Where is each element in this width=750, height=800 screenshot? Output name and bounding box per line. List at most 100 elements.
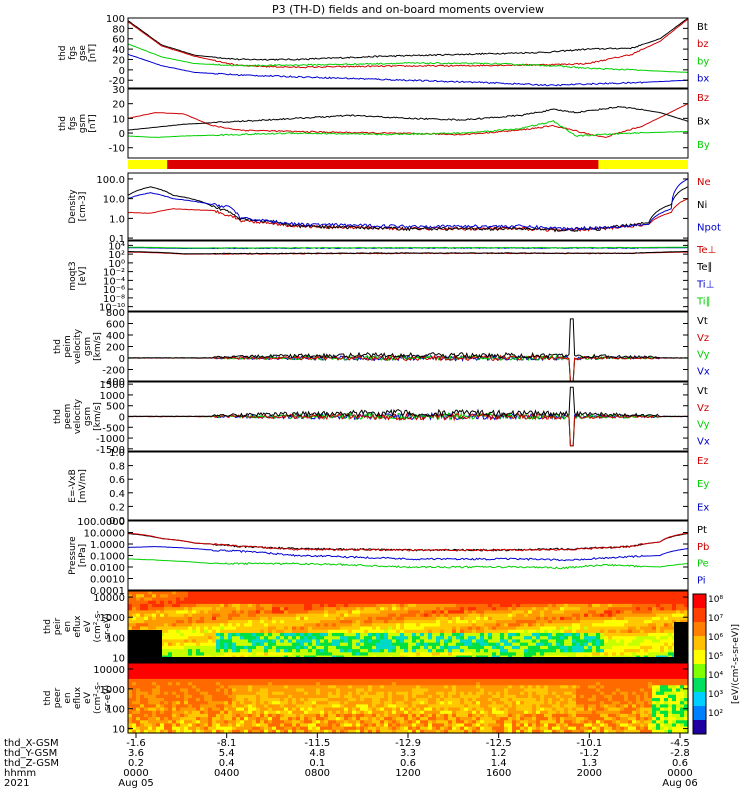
heatmap-cell	[548, 594, 553, 599]
heatmap-cell	[344, 626, 349, 631]
heatmap-cell	[320, 616, 325, 621]
heatmap-cell	[216, 698, 221, 702]
heatmap-cell	[684, 594, 689, 599]
heatmap-cell	[364, 694, 369, 699]
heatmap-cell	[308, 649, 313, 653]
heatmap-cell	[224, 626, 229, 631]
heatmap-cell	[604, 591, 609, 595]
heatmap-cell	[172, 717, 177, 721]
heatmap-cell	[188, 591, 193, 595]
heatmap-cell	[216, 717, 221, 721]
heatmap-cell	[192, 600, 197, 605]
heatmap-cell	[204, 694, 209, 699]
heatmap-cell	[612, 649, 617, 653]
heatmap-cell	[204, 701, 209, 705]
heatmap-cell	[312, 669, 317, 674]
heatmap-cell	[464, 629, 469, 634]
heatmap-cell	[304, 669, 309, 674]
heatmap-cell	[352, 729, 357, 734]
heatmap-cell	[224, 636, 229, 641]
heatmap-cell	[156, 613, 161, 618]
heatmap-cell	[424, 636, 429, 641]
series-line-Npot	[127, 178, 689, 231]
heatmap-cell	[624, 600, 629, 605]
heatmap-cell	[340, 688, 345, 693]
heatmap-cell	[612, 613, 617, 618]
heatmap-cell	[276, 652, 281, 657]
heatmap-cell	[588, 594, 593, 599]
heatmap-cell	[332, 691, 337, 696]
ylabel-line: [nT]	[88, 44, 98, 62]
heatmap-cell	[492, 642, 497, 647]
heatmap-cell	[372, 698, 377, 702]
heatmap-cell	[592, 597, 597, 602]
heatmap-cell	[584, 623, 589, 628]
heatmap-cell	[488, 642, 493, 647]
heatmap-cell	[400, 642, 405, 647]
heatmap-cell	[436, 591, 441, 595]
heatmap-cell	[192, 603, 197, 608]
heatmap-cell	[524, 591, 529, 595]
heatmap-cell	[600, 642, 605, 647]
heatmap-cell	[136, 666, 141, 670]
series-line	[127, 411, 689, 447]
heatmap-cell	[380, 713, 385, 718]
heatmap-cell	[248, 669, 253, 674]
heatmap-cell	[628, 603, 633, 608]
heatmap-cell	[232, 623, 237, 628]
heatmap-cell	[496, 607, 501, 611]
heatmap-cell	[272, 720, 277, 725]
heatmap-cell	[544, 629, 549, 634]
heatmap-cell	[296, 694, 301, 699]
heatmap-cell	[328, 701, 333, 705]
heatmap-cell	[324, 672, 329, 677]
heatmap-cell	[580, 629, 585, 634]
heatmap-cell	[336, 645, 341, 650]
heatmap-cell	[428, 652, 433, 657]
heatmap-cell	[132, 713, 137, 718]
heatmap-cell	[596, 597, 601, 602]
heatmap-cell	[396, 675, 401, 680]
heatmap-cell	[608, 629, 613, 634]
heatmap-cell	[552, 626, 557, 631]
heatmap-cell	[184, 698, 189, 702]
heatmap-cell	[316, 723, 321, 728]
heatmap-cell	[388, 629, 393, 634]
heatmap-cell	[532, 645, 537, 650]
heatmap-cell	[344, 707, 349, 712]
heatmap-cell	[488, 600, 493, 605]
heatmap-cell	[336, 639, 341, 644]
heatmap-cell	[260, 672, 265, 677]
heatmap-cell	[420, 626, 425, 631]
heatmap-cell	[388, 600, 393, 605]
heatmap-cell	[536, 603, 541, 608]
heatmap-cell	[280, 616, 285, 621]
heatmap-cell	[356, 629, 361, 634]
heatmap-cell	[316, 591, 321, 595]
heatmap-cell	[240, 649, 245, 653]
heatmap-cell	[156, 626, 161, 631]
heatmap-cell	[380, 675, 385, 680]
heatmap-cell	[540, 597, 545, 602]
heatmap-cell	[264, 717, 269, 721]
heatmap-cell	[272, 713, 277, 718]
heatmap-cell	[492, 626, 497, 631]
heatmap-cell	[228, 666, 233, 670]
heatmap-cell	[276, 675, 281, 680]
heatmap-cell	[428, 616, 433, 621]
heatmap-cell	[368, 603, 373, 608]
heatmap-cell	[208, 726, 213, 731]
heatmap-cell	[580, 616, 585, 621]
heatmap-cell	[576, 610, 581, 615]
heatmap-cell	[552, 639, 557, 644]
heatmap-cell	[280, 652, 285, 657]
heatmap-cell	[280, 691, 285, 696]
heatmap-cell	[140, 610, 145, 615]
series-line-bx	[127, 53, 688, 87]
heatmap-cell	[420, 707, 425, 712]
heatmap-cell	[140, 613, 145, 618]
heatmap-cell	[348, 610, 353, 615]
heatmap-cell	[200, 723, 205, 728]
heatmap-cell	[352, 649, 357, 653]
heatmap-cell	[148, 613, 153, 618]
